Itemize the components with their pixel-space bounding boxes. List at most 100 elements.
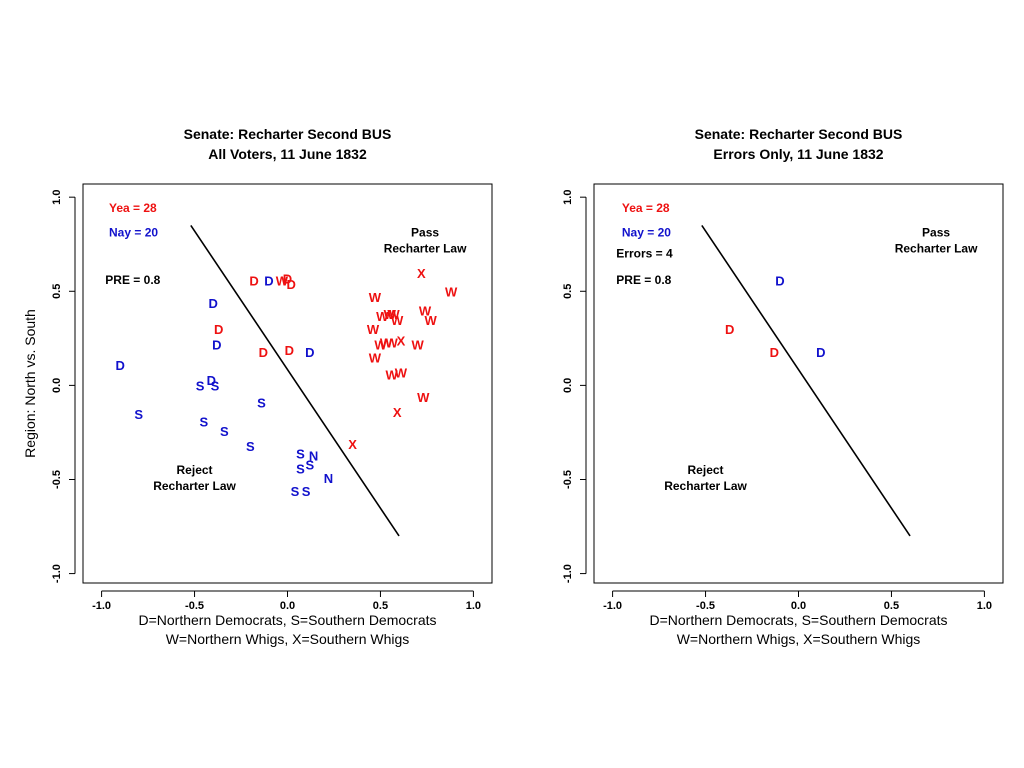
y-tick-label: -0.5 [51,470,63,489]
chart-title: Senate: Recharter Second BUS [695,126,903,142]
data-point: S [305,458,314,473]
region-annotation: Reject [177,463,213,477]
data-point: S [200,414,209,429]
data-point: S [220,424,229,439]
y-tick-label: 1.0 [51,190,63,205]
data-point: W [419,303,432,318]
y-tick-label: -1.0 [562,564,574,583]
region-annotation: Pass [411,226,439,240]
chart-panel-1: Senate: Recharter Second BUS All Voters, … [22,126,493,647]
x-axis-label: W=Northern Whigs, X=Southern Whigs [677,631,921,647]
y-tick-label: 1.0 [562,190,574,205]
data-point: X [417,266,426,281]
data-point: W [395,366,408,381]
stat-label: PRE = 0.8 [616,273,671,287]
data-point: D [816,345,825,360]
data-point: S [296,462,305,477]
y-tick-label: -0.5 [562,470,574,489]
chart-panel-2: Senate: Recharter Second BUS Errors Only,… [562,126,1004,647]
x-tick-label: 0.5 [884,600,899,612]
region-annotation: Recharter Law [664,479,747,493]
chart-subtitle: Errors Only, 11 June 1832 [713,146,883,162]
data-point: D [725,322,734,337]
data-point: D [285,343,294,358]
x-axis-label: W=Northern Whigs, X=Southern Whigs [166,631,410,647]
data-point: D [305,345,314,360]
stat-label: Yea = 28 [109,201,157,215]
stat-label: Nay = 20 [109,226,158,240]
data-point: W [385,367,398,382]
region-annotation: Recharter Law [384,242,467,256]
data-point: W [276,273,289,288]
x-tick-label: 0.5 [373,600,388,612]
data-point: D [208,296,217,311]
data-point: W [369,350,382,365]
x-tick-label: 0.0 [791,600,806,612]
data-point: D [259,345,268,360]
data-point: W [417,390,430,405]
stat-label: Errors = 4 [616,246,673,260]
x-axis-label: D=Northern Democrats, S=Southern Democra… [138,612,436,628]
data-point: W [384,307,397,322]
x-tick-label: -0.5 [696,600,715,612]
data-point: D [212,337,221,352]
data-point: S [196,379,205,394]
stat-label: Yea = 28 [622,201,670,215]
data-point: S [257,396,266,411]
region-annotation: Pass [922,226,950,240]
x-tick-label: -1.0 [92,600,111,612]
data-point: X [348,437,357,452]
data-point: S [291,484,300,499]
data-point: W [380,335,393,350]
data-point: W [367,322,380,337]
data-point: W [391,313,404,328]
plot-frame [593,183,1004,584]
data-point: D [770,345,779,360]
data-point: W [385,335,398,350]
y-tick-label: 0.5 [51,284,63,299]
y-axis-label: Region: North vs. South [22,309,38,458]
data-point: S [302,484,311,499]
x-tick-label: -0.5 [185,600,204,612]
data-point: S [246,439,255,454]
y-tick-label: 0.0 [562,378,574,393]
cutting-line [701,224,911,537]
data-point: W [387,307,400,322]
data-point: X [393,405,402,420]
data-point: D [249,273,258,288]
data-point: N [309,448,318,463]
data-point: D [207,373,216,388]
x-axis-label: D=Northern Democrats, S=Southern Democra… [649,612,947,628]
data-point: W [376,309,389,324]
cutting-line [190,224,400,537]
chart-subtitle: All Voters, 11 June 1832 [208,146,367,162]
data-point: N [324,471,333,486]
data-point: W [374,337,387,352]
data-point: D [287,277,296,292]
plot-frame [82,183,493,584]
x-tick-label: 0.0 [280,600,295,612]
x-tick-label: -1.0 [603,600,622,612]
data-point: W [425,313,438,328]
data-point: D [214,322,223,337]
stat-label: Nay = 20 [622,226,671,240]
chart-title: Senate: Recharter Second BUS [184,126,392,142]
region-annotation: Recharter Law [895,242,978,256]
data-point: D [283,271,292,286]
data-point: D [264,273,273,288]
region-annotation: Reject [688,463,724,477]
y-tick-label: 0.0 [51,378,63,393]
data-point: W [369,290,382,305]
data-point: S [134,407,143,422]
data-point: S [296,446,305,461]
data-point: D [775,273,784,288]
x-tick-label: 1.0 [466,600,481,612]
x-tick-label: 1.0 [977,600,992,612]
y-tick-label: 0.5 [562,284,574,299]
data-point: W [445,285,458,300]
region-annotation: Recharter Law [153,479,236,493]
data-point: X [397,334,406,349]
stat-label: PRE = 0.8 [105,273,160,287]
y-tick-label: -1.0 [51,564,63,583]
